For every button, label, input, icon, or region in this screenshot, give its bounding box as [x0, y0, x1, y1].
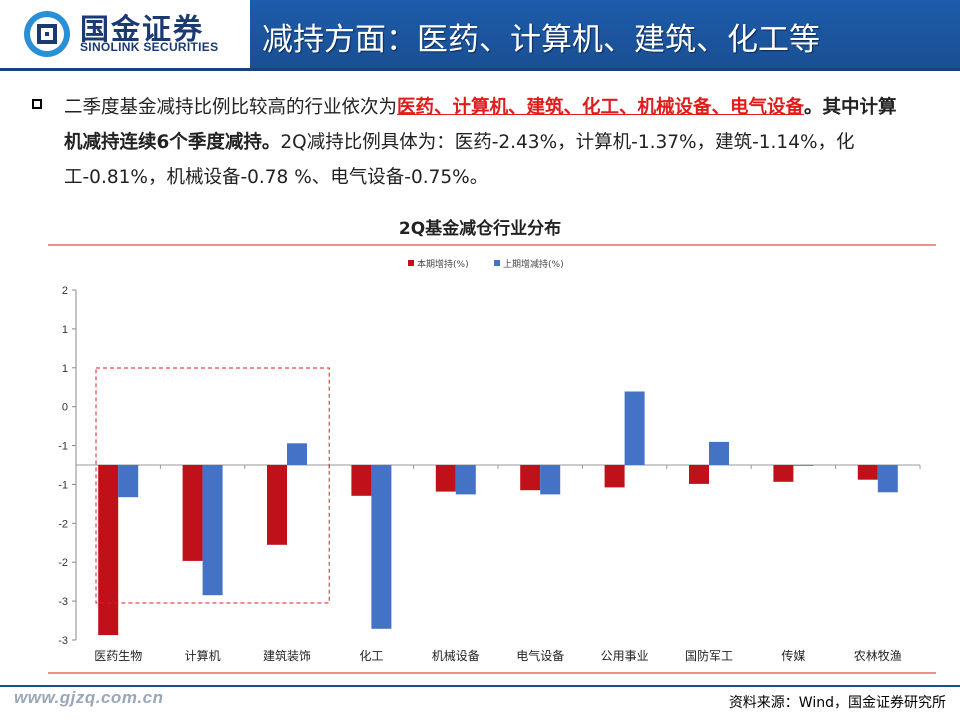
- sinolink-logo-icon: [24, 11, 70, 57]
- chart-title: 2Q基金减仓行业分布: [398, 219, 562, 239]
- bar-previous: [793, 465, 814, 466]
- y-tick-label: -3: [58, 596, 68, 608]
- legend-swatch: [494, 260, 500, 266]
- header-divider: [0, 68, 960, 71]
- bar-previous: [118, 465, 139, 498]
- bar-current: [351, 465, 372, 496]
- x-category-label: 化工: [359, 649, 383, 663]
- legend-swatch: [408, 260, 414, 266]
- x-category-label: 建筑装饰: [263, 648, 311, 663]
- bar-current: [435, 465, 456, 492]
- bar-current: [857, 465, 878, 480]
- bar-previous: [287, 443, 307, 465]
- logo: 国金证券 SINOLINK SECURITIES: [0, 0, 250, 68]
- bullet-square-icon: [32, 99, 42, 109]
- summary-highlight: 医药、计算机、建筑、化工、机械设备、电气设备: [397, 97, 805, 118]
- bar-previous: [455, 465, 476, 495]
- x-category-label: 电气设备: [516, 648, 564, 663]
- data-source: 资料来源：Wind，国金证券研究所: [728, 695, 946, 711]
- bar-previous: [624, 391, 645, 465]
- x-category-label: 农林牧渔: [854, 649, 902, 663]
- header: 国金证券 SINOLINK SECURITIES 减持方面：医药、计算机、建筑、…: [0, 0, 960, 68]
- bar-previous: [540, 465, 561, 495]
- logo-chinese: 国金证券: [80, 12, 205, 46]
- bar-previous: [877, 465, 898, 493]
- footer-divider: [0, 685, 960, 687]
- x-category-label: 传媒: [781, 648, 805, 663]
- bar-current: [604, 465, 625, 488]
- x-category-label: 公用事业: [601, 649, 649, 663]
- y-tick-label: 1: [62, 363, 68, 375]
- y-tick-label: 0: [62, 402, 68, 414]
- bar-previous: [371, 465, 392, 629]
- summary-intro: 二季度基金减持比例比较高的行业依次为: [64, 97, 398, 118]
- x-category-label: 计算机: [185, 648, 221, 663]
- y-tick-label: 1: [62, 324, 68, 336]
- bar-current: [182, 465, 203, 561]
- y-tick-label: -2: [58, 557, 68, 569]
- bar-previous: [202, 465, 223, 596]
- bar-previous: [709, 441, 729, 465]
- bar-chart: 2 1 1 0 -1 -1 -2 -2 -3 -3 医药生物 计算机 建筑装饰 化工 机械设备 电气设备 公用事…: [48, 244, 936, 674]
- bar-current: [773, 465, 794, 482]
- website-watermark: www.gjzq.com.cn: [14, 688, 164, 707]
- x-category-label: 机械设备: [432, 648, 480, 663]
- bar-current: [267, 465, 287, 545]
- summary-emphasis: 。其中计算机减持连续6个季度减持。: [64, 97, 897, 153]
- bar-current: [520, 465, 541, 491]
- y-tick-label: -1: [58, 441, 68, 453]
- y-tick-label: -1: [58, 479, 68, 491]
- y-tick-label: 2: [62, 285, 68, 297]
- y-tick-label: -3: [58, 635, 68, 647]
- slide-title: 减持方面：医药、计算机、建筑、化工等: [262, 22, 820, 58]
- bar-current: [98, 465, 119, 636]
- legend-label: 上期增减持(%): [503, 258, 564, 270]
- bar-current: [689, 465, 709, 484]
- legend-label: 本期增持(%): [417, 258, 469, 270]
- logo-english: SINOLINK SECURITIES: [80, 40, 219, 54]
- title-bar: 减持方面：医药、计算机、建筑、化工等: [250, 0, 960, 68]
- x-category-label: 国防军工: [685, 648, 733, 663]
- summary-paragraph: 二季度基金减持比例比较高的行业依次为医药、计算机、建筑、化工、机械设备、电气设备…: [64, 90, 904, 195]
- summary-detail: 2Q减持比例具体为：医药-2.43%，计算机-1.37%，建筑-1.14%，化工…: [64, 132, 855, 188]
- highlight-box: [95, 367, 330, 604]
- y-tick-label: -2: [58, 518, 68, 530]
- x-category-label: 医药生物: [94, 649, 142, 663]
